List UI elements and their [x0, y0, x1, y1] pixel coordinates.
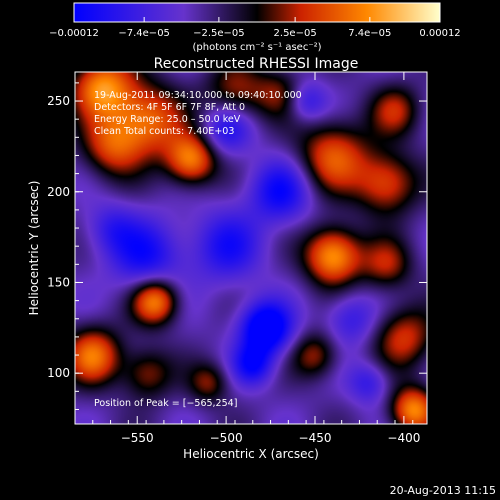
- heatmap-area: [75, 72, 427, 424]
- y-tick-label: 250: [47, 94, 70, 108]
- colorbar-gradient: [73, 2, 441, 23]
- x-axis-label: Heliocentric X (arcsec): [183, 447, 319, 461]
- colorbar-tick-label: −7.4e−05: [118, 28, 170, 39]
- y-axis: 100 150 200 250: [47, 82, 427, 410]
- annotation-time-range: 19-Aug-2011 09:34:10.000 to 09:40:10.000: [94, 90, 302, 101]
- y-tick-label: 100: [47, 366, 70, 380]
- colorbar-tick-label: 2.5e−05: [274, 28, 317, 39]
- footer-timestamp: 20-Aug-2013 11:15: [390, 484, 496, 497]
- y-tick-label: 200: [47, 185, 70, 199]
- annotation-peak-position: Position of Peak = [−565,254]: [94, 398, 237, 409]
- colorbar-tick-label: −0.00012: [49, 28, 99, 39]
- colorbar-unit: (photons cm⁻² s⁻¹ asec⁻²): [192, 42, 321, 53]
- colorbar: [73, 2, 441, 23]
- x-axis: −550 −500 −450 −400: [92, 72, 420, 445]
- x-tick-label: −550: [121, 431, 154, 445]
- annotation-detectors: Detectors: 4F 5F 6F 7F 8F, Att 0: [94, 102, 245, 113]
- plot-frame: [74, 71, 428, 425]
- y-tick-label: 150: [47, 275, 70, 289]
- y-axis-label: Heliocentric Y (arcsec): [27, 181, 41, 316]
- colorbar-tick-label: 7.4e−05: [348, 28, 391, 39]
- colorbar-tick-label: 0.00012: [419, 28, 460, 39]
- chart-title: Reconstructed RHESSI Image: [154, 56, 359, 72]
- x-tick-label: −500: [210, 431, 243, 445]
- heatmap-canvas: [75, 72, 427, 424]
- colorbar-tick-label: −2.5e−05: [193, 28, 245, 39]
- x-tick-label: −400: [387, 431, 420, 445]
- annotation-clean: Clean Total counts: 7.40E+03: [94, 126, 234, 137]
- annotation-energy: Energy Range: 25.0 – 50.0 keV: [94, 114, 241, 125]
- x-tick-label: −450: [299, 431, 332, 445]
- colorbar-ticks: −0.00012 −7.4e−05 −2.5e−05 2.5e−05 7.4e−05 0.…: [49, 17, 461, 39]
